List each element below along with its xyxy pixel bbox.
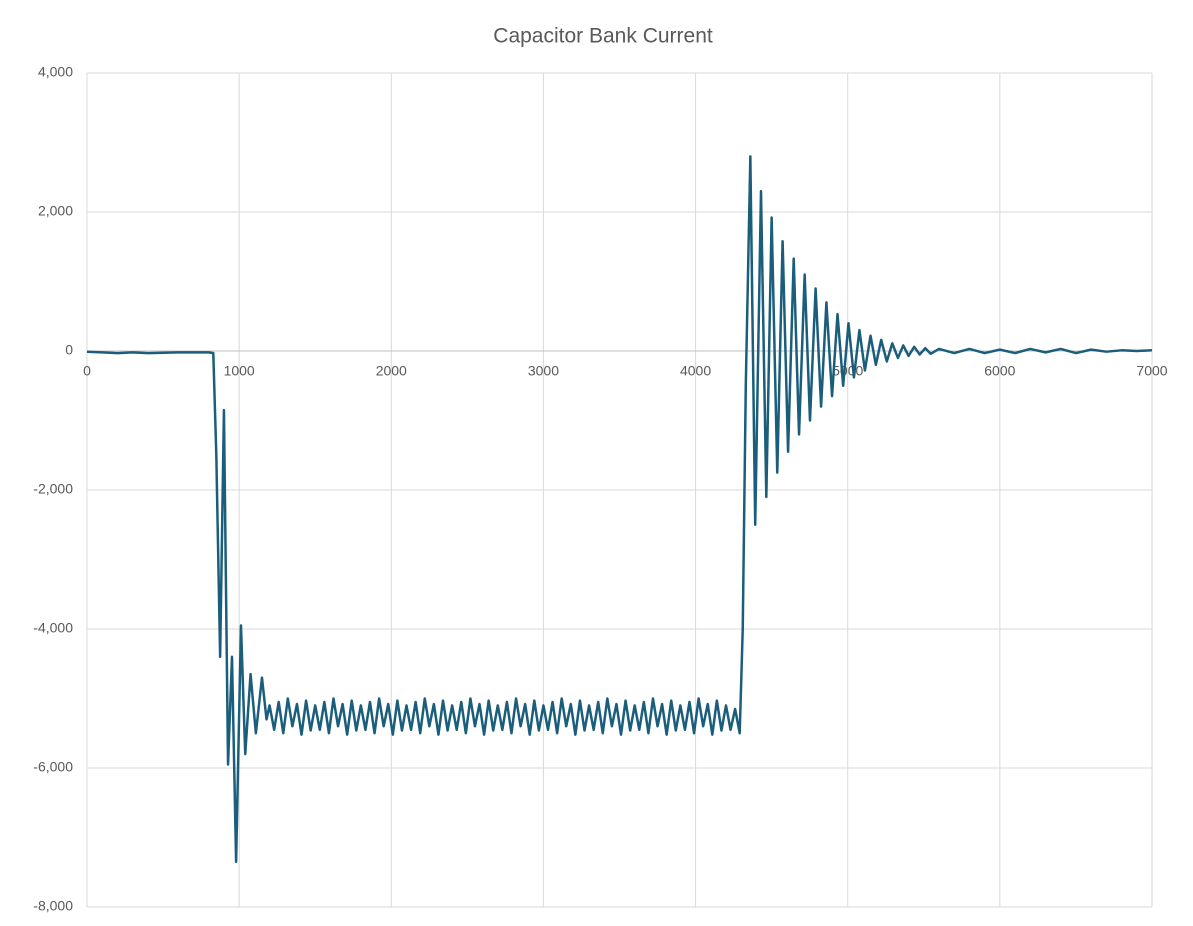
x-tick-label: 6000 [984,363,1015,379]
y-tick-label: -6,000 [33,759,73,775]
y-tick-label: -8,000 [33,898,73,914]
y-tick-label: 4,000 [38,64,73,80]
x-tick-label: 0 [83,363,91,379]
y-tick-label: -4,000 [33,620,73,636]
y-tick-label: 2,000 [38,203,73,219]
x-tick-label: 3000 [528,363,559,379]
chart-title: Capacitor Bank Current [493,25,713,48]
x-tick-label: 4000 [680,363,711,379]
x-tick-label: 7000 [1136,363,1167,379]
x-tick-label: 2000 [376,363,407,379]
x-tick-label: 5000 [832,363,863,379]
y-tick-label: -2,000 [33,481,73,497]
y-tick-label: 0 [65,342,73,358]
series-line [86,155,1153,864]
x-tick-label: 1000 [224,363,255,379]
